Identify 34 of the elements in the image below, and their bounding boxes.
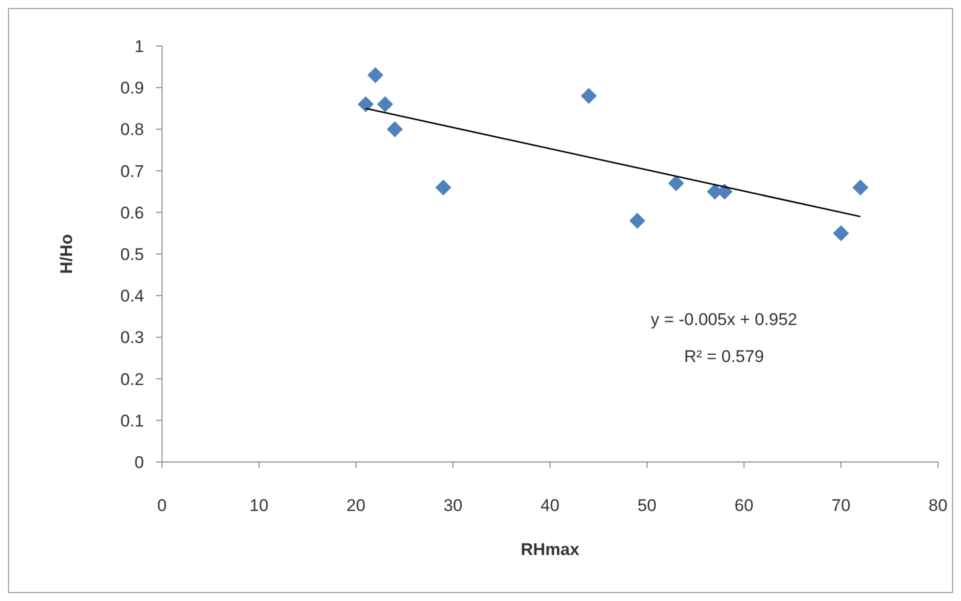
y-tick-label: 0.3 xyxy=(120,328,144,348)
y-tick-label: 0.9 xyxy=(120,78,144,98)
x-tick-label: 50 xyxy=(638,496,656,515)
annotation: y = -0.005x + 0.952 xyxy=(650,310,798,329)
x-tick-label: 0 xyxy=(157,496,167,515)
y-tick-label: 0.7 xyxy=(120,162,144,181)
y-tick-label: 0 xyxy=(134,453,144,472)
point xyxy=(435,179,452,196)
y-axis-title: H/Ho xyxy=(57,234,76,274)
point xyxy=(377,96,394,112)
x-tick-label: 30 xyxy=(444,496,462,515)
point xyxy=(629,212,646,229)
x-axis-title: RHmax xyxy=(520,540,580,559)
point xyxy=(358,96,374,112)
point xyxy=(668,175,684,192)
annotation: R² = 0.579 xyxy=(684,347,764,366)
y-tick-label: 0.2 xyxy=(120,370,144,389)
point xyxy=(852,179,868,196)
point xyxy=(580,88,597,104)
y-tick-label: 0.1 xyxy=(120,411,144,430)
x-tick-label: 40 xyxy=(540,496,560,515)
point xyxy=(367,67,384,84)
x-tick-label: 70 xyxy=(832,496,850,515)
point xyxy=(386,121,403,138)
x-tick-label: 60 xyxy=(734,496,754,515)
x-tick-label: 10 xyxy=(250,496,268,515)
x-tick-label: 80 xyxy=(928,496,948,515)
point xyxy=(833,225,849,242)
y-tick-label: 0.4 xyxy=(120,286,144,306)
y-tick-label: 0.5 xyxy=(120,245,144,264)
x-tick-label: 20 xyxy=(346,496,366,515)
y-tick-label: 1 xyxy=(134,37,144,56)
y-tick-label: 0.8 xyxy=(120,120,144,140)
y-tick-label: 0.6 xyxy=(120,203,144,222)
